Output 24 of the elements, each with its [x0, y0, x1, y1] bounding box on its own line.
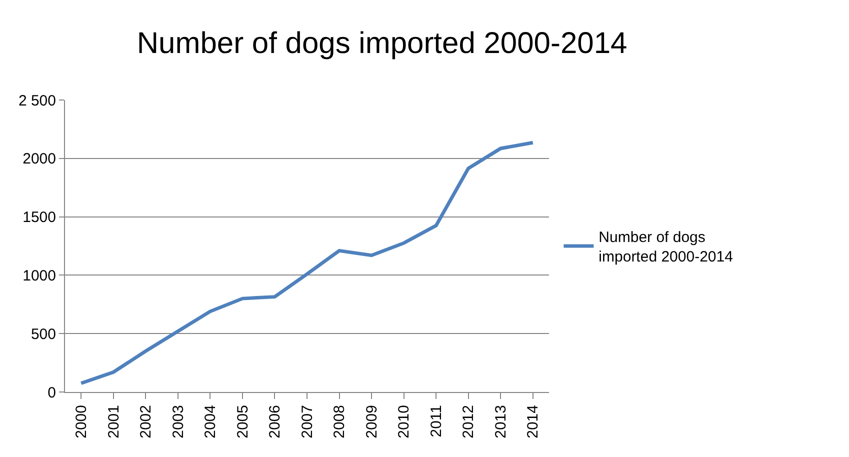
y-tick-label: 1500 — [22, 209, 56, 226]
line-series — [79, 140, 535, 385]
x-tick-label: 2009 — [363, 405, 380, 438]
x-tick-label: 2000 — [73, 405, 90, 438]
x-tick-label: 2010 — [396, 405, 413, 438]
x-tick-label: 2005 — [234, 405, 252, 438]
y-tick-label: 0 — [48, 384, 56, 402]
x-tick-label: 2013 — [492, 405, 510, 438]
y-tick-label: 1000 — [22, 267, 56, 284]
x-tick-label: 2012 — [460, 405, 478, 438]
legend-label: Number of dogs imported 2000-2014 — [598, 229, 733, 266]
chart-title: Number of dogs imported 2000-2014 — [136, 26, 628, 60]
x-tick-label: 2003 — [170, 405, 187, 438]
x-tick-label: 2011 — [428, 405, 445, 438]
x-tick-label: 2008 — [331, 405, 348, 438]
y-tick-label: 2000 — [22, 150, 56, 168]
y-tick-label: 2 500 — [18, 92, 56, 110]
x-tick-label: 2002 — [138, 405, 155, 438]
x-tick-label: 2014 — [524, 405, 542, 438]
x-tick-label: 2001 — [105, 405, 122, 438]
x-tick-label: 2004 — [202, 405, 220, 438]
y-tick-label: 500 — [30, 326, 56, 343]
x-tick-label: 2007 — [298, 405, 316, 438]
x-tick-label: 2006 — [266, 405, 284, 438]
